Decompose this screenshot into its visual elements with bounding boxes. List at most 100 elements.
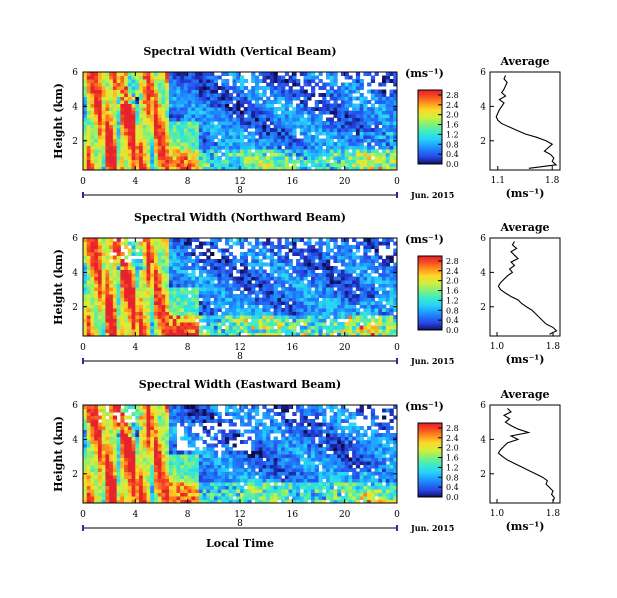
heatmap-cell [94, 252, 99, 256]
heatmap-cell [314, 121, 319, 125]
heatmap-cell [135, 252, 140, 256]
heatmap-cell [195, 117, 200, 122]
heatmap-cell [210, 329, 215, 333]
heatmap-cell [337, 325, 342, 330]
heatmap-cell [340, 100, 346, 104]
heatmap-cell [355, 166, 361, 171]
heatmap-cell [389, 297, 394, 302]
heatmap-cell [94, 93, 99, 97]
heatmap-cell [355, 255, 361, 260]
heatmap-cell [90, 485, 95, 490]
heatmap-cell [367, 72, 372, 76]
heatmap-cell [359, 131, 364, 136]
heatmap-cell [198, 280, 204, 284]
heatmap-cell [228, 308, 234, 312]
colorbar-segment [418, 134, 442, 137]
heatmap-cell [97, 461, 103, 465]
heatmap-cell [236, 117, 241, 122]
heatmap-cell [83, 255, 88, 260]
heatmap-cell [311, 89, 316, 94]
heatmap-cell [101, 433, 106, 437]
heatmap-cell [221, 145, 226, 150]
heatmap-cell [352, 138, 357, 143]
heatmap-cell [221, 283, 226, 288]
heatmap-cell [325, 103, 331, 108]
heatmap-cell [198, 245, 204, 249]
heatmap-cell [340, 329, 346, 333]
heatmap-cell [206, 114, 211, 118]
heatmap-cell [243, 322, 248, 326]
heatmap-cell [146, 255, 151, 260]
heatmap-cell [124, 124, 129, 129]
heatmap-cell [277, 152, 282, 157]
heatmap-cell [165, 283, 170, 288]
heatmap-cell [363, 322, 368, 326]
heatmap-cell [370, 241, 376, 246]
heatmap-cell [154, 276, 159, 281]
heatmap-cell [217, 259, 222, 263]
heatmap-cell [168, 283, 174, 288]
heatmap-cell [281, 159, 286, 164]
heatmap-cell [157, 82, 162, 87]
heatmap-cell [202, 304, 207, 309]
heatmap-cell [359, 121, 364, 125]
heatmap-cell [292, 159, 297, 164]
heatmap-cell [109, 464, 114, 469]
heatmap-cell [348, 89, 353, 94]
heatmap-cell [150, 329, 155, 333]
heatmap-cell [198, 304, 204, 309]
heatmap-cell [90, 450, 95, 455]
heatmap-cell [109, 269, 114, 274]
heatmap-cell [269, 117, 275, 122]
heatmap-cell [116, 308, 121, 312]
heatmap-cell [325, 252, 331, 256]
heatmap-cell [124, 461, 129, 465]
heatmap-cell [393, 135, 398, 139]
heatmap-cell [150, 238, 155, 242]
heatmap-cell [154, 311, 159, 316]
heatmap-cell [94, 304, 99, 309]
heatmap-cell [329, 248, 334, 253]
heatmap-cell [314, 114, 319, 118]
heatmap-cell [172, 329, 177, 333]
heatmap-cell [359, 117, 364, 122]
heatmap-cell [243, 276, 248, 281]
heatmap-cell [269, 121, 275, 125]
heatmap-cell [210, 252, 215, 256]
heatmap-cell [191, 248, 196, 253]
heatmap-cell [269, 103, 275, 108]
heatmap-cell [112, 276, 118, 281]
heatmap-cell [355, 128, 361, 132]
heatmap-cell [105, 450, 110, 455]
heatmap-cell [217, 131, 222, 136]
heatmap-cell [243, 149, 248, 153]
heatmap-cell [382, 322, 387, 326]
heatmap-cell [90, 262, 95, 267]
heatmap-cell [191, 96, 196, 101]
heatmap-cell [124, 471, 129, 476]
heatmap-cell [299, 103, 305, 108]
heatmap-cell [139, 248, 144, 253]
heatmap-cell [359, 100, 364, 104]
heatmap-cell [269, 318, 275, 323]
heatmap-cell [254, 301, 260, 305]
heatmap-cell [325, 100, 331, 104]
heatmap-cell [337, 131, 342, 136]
heatmap-cell [236, 100, 241, 104]
heatmap-cell [101, 238, 106, 242]
heatmap-cell [90, 468, 95, 472]
heatmap-cell [161, 273, 166, 277]
heatmap-cell [198, 283, 204, 288]
colorbar-tick-label: 1.6 [446, 121, 459, 130]
heatmap-cell [266, 163, 271, 167]
heatmap-cell [281, 103, 286, 108]
heatmap-cell [116, 245, 121, 249]
heatmap-cell [131, 315, 136, 319]
heatmap-cell [139, 315, 144, 319]
heatmap-cell [97, 156, 103, 160]
heatmap-cell [101, 93, 106, 97]
heatmap-cell [146, 405, 151, 409]
heatmap-cell [161, 128, 166, 132]
heatmap-cell [161, 315, 166, 319]
heatmap-cell [284, 163, 290, 167]
